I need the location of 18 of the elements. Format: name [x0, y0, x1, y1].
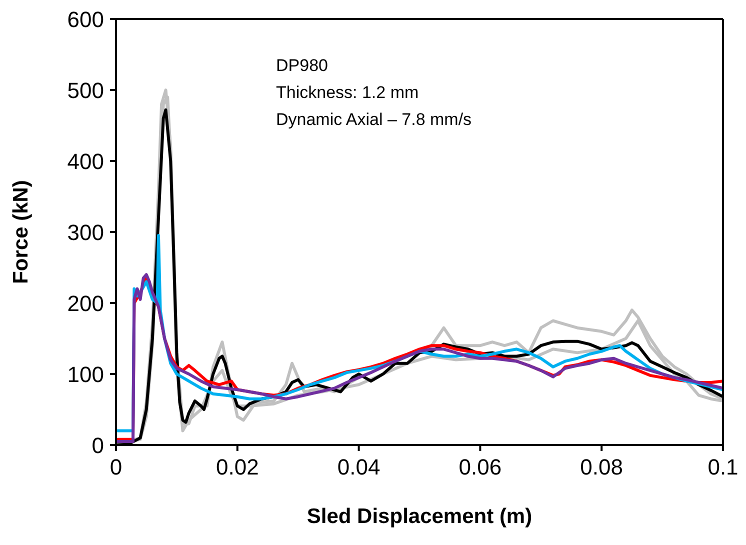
annotation: Dynamic Axial – 7.8 mm/s [276, 109, 472, 131]
y-tick-label: 600 [67, 6, 104, 32]
x-tick-label: 0.04 [337, 454, 380, 480]
y-tick-label: 100 [67, 362, 104, 387]
annotation: DP980 [276, 55, 329, 77]
y-tick-label: 0 [92, 432, 104, 458]
y-tick-label: 500 [67, 78, 104, 103]
y-tick-label: 300 [67, 220, 104, 245]
x-tick-label: 0 [110, 454, 122, 480]
x-tick-label: 0.06 [458, 454, 502, 480]
x-tick-label: 0.08 [580, 454, 624, 480]
y-tick-label: 200 [67, 290, 104, 316]
x-axis-title: Sled Displacement (m) [306, 505, 532, 528]
x-tick-label: 0.02 [216, 454, 259, 480]
annotation: Thickness: 1.2 mm [276, 82, 420, 104]
x-tick-label: 0.1 [708, 454, 738, 480]
y-axis-title: Force (kN) [9, 180, 32, 284]
y-tick-label: 400 [67, 148, 104, 174]
